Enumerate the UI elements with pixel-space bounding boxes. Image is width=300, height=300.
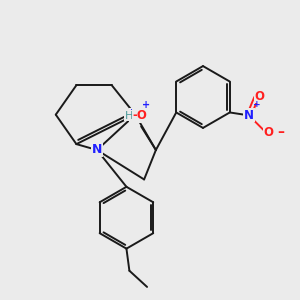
Text: +: + — [142, 100, 150, 110]
Text: N: N — [244, 109, 254, 122]
Text: +: + — [253, 100, 261, 109]
Text: -O: -O — [132, 109, 147, 122]
Text: N: N — [92, 143, 102, 157]
Text: O: O — [255, 90, 265, 103]
Text: O: O — [264, 126, 274, 139]
Text: N: N — [130, 108, 140, 121]
Text: H: H — [124, 110, 133, 121]
Text: –: – — [277, 125, 284, 139]
